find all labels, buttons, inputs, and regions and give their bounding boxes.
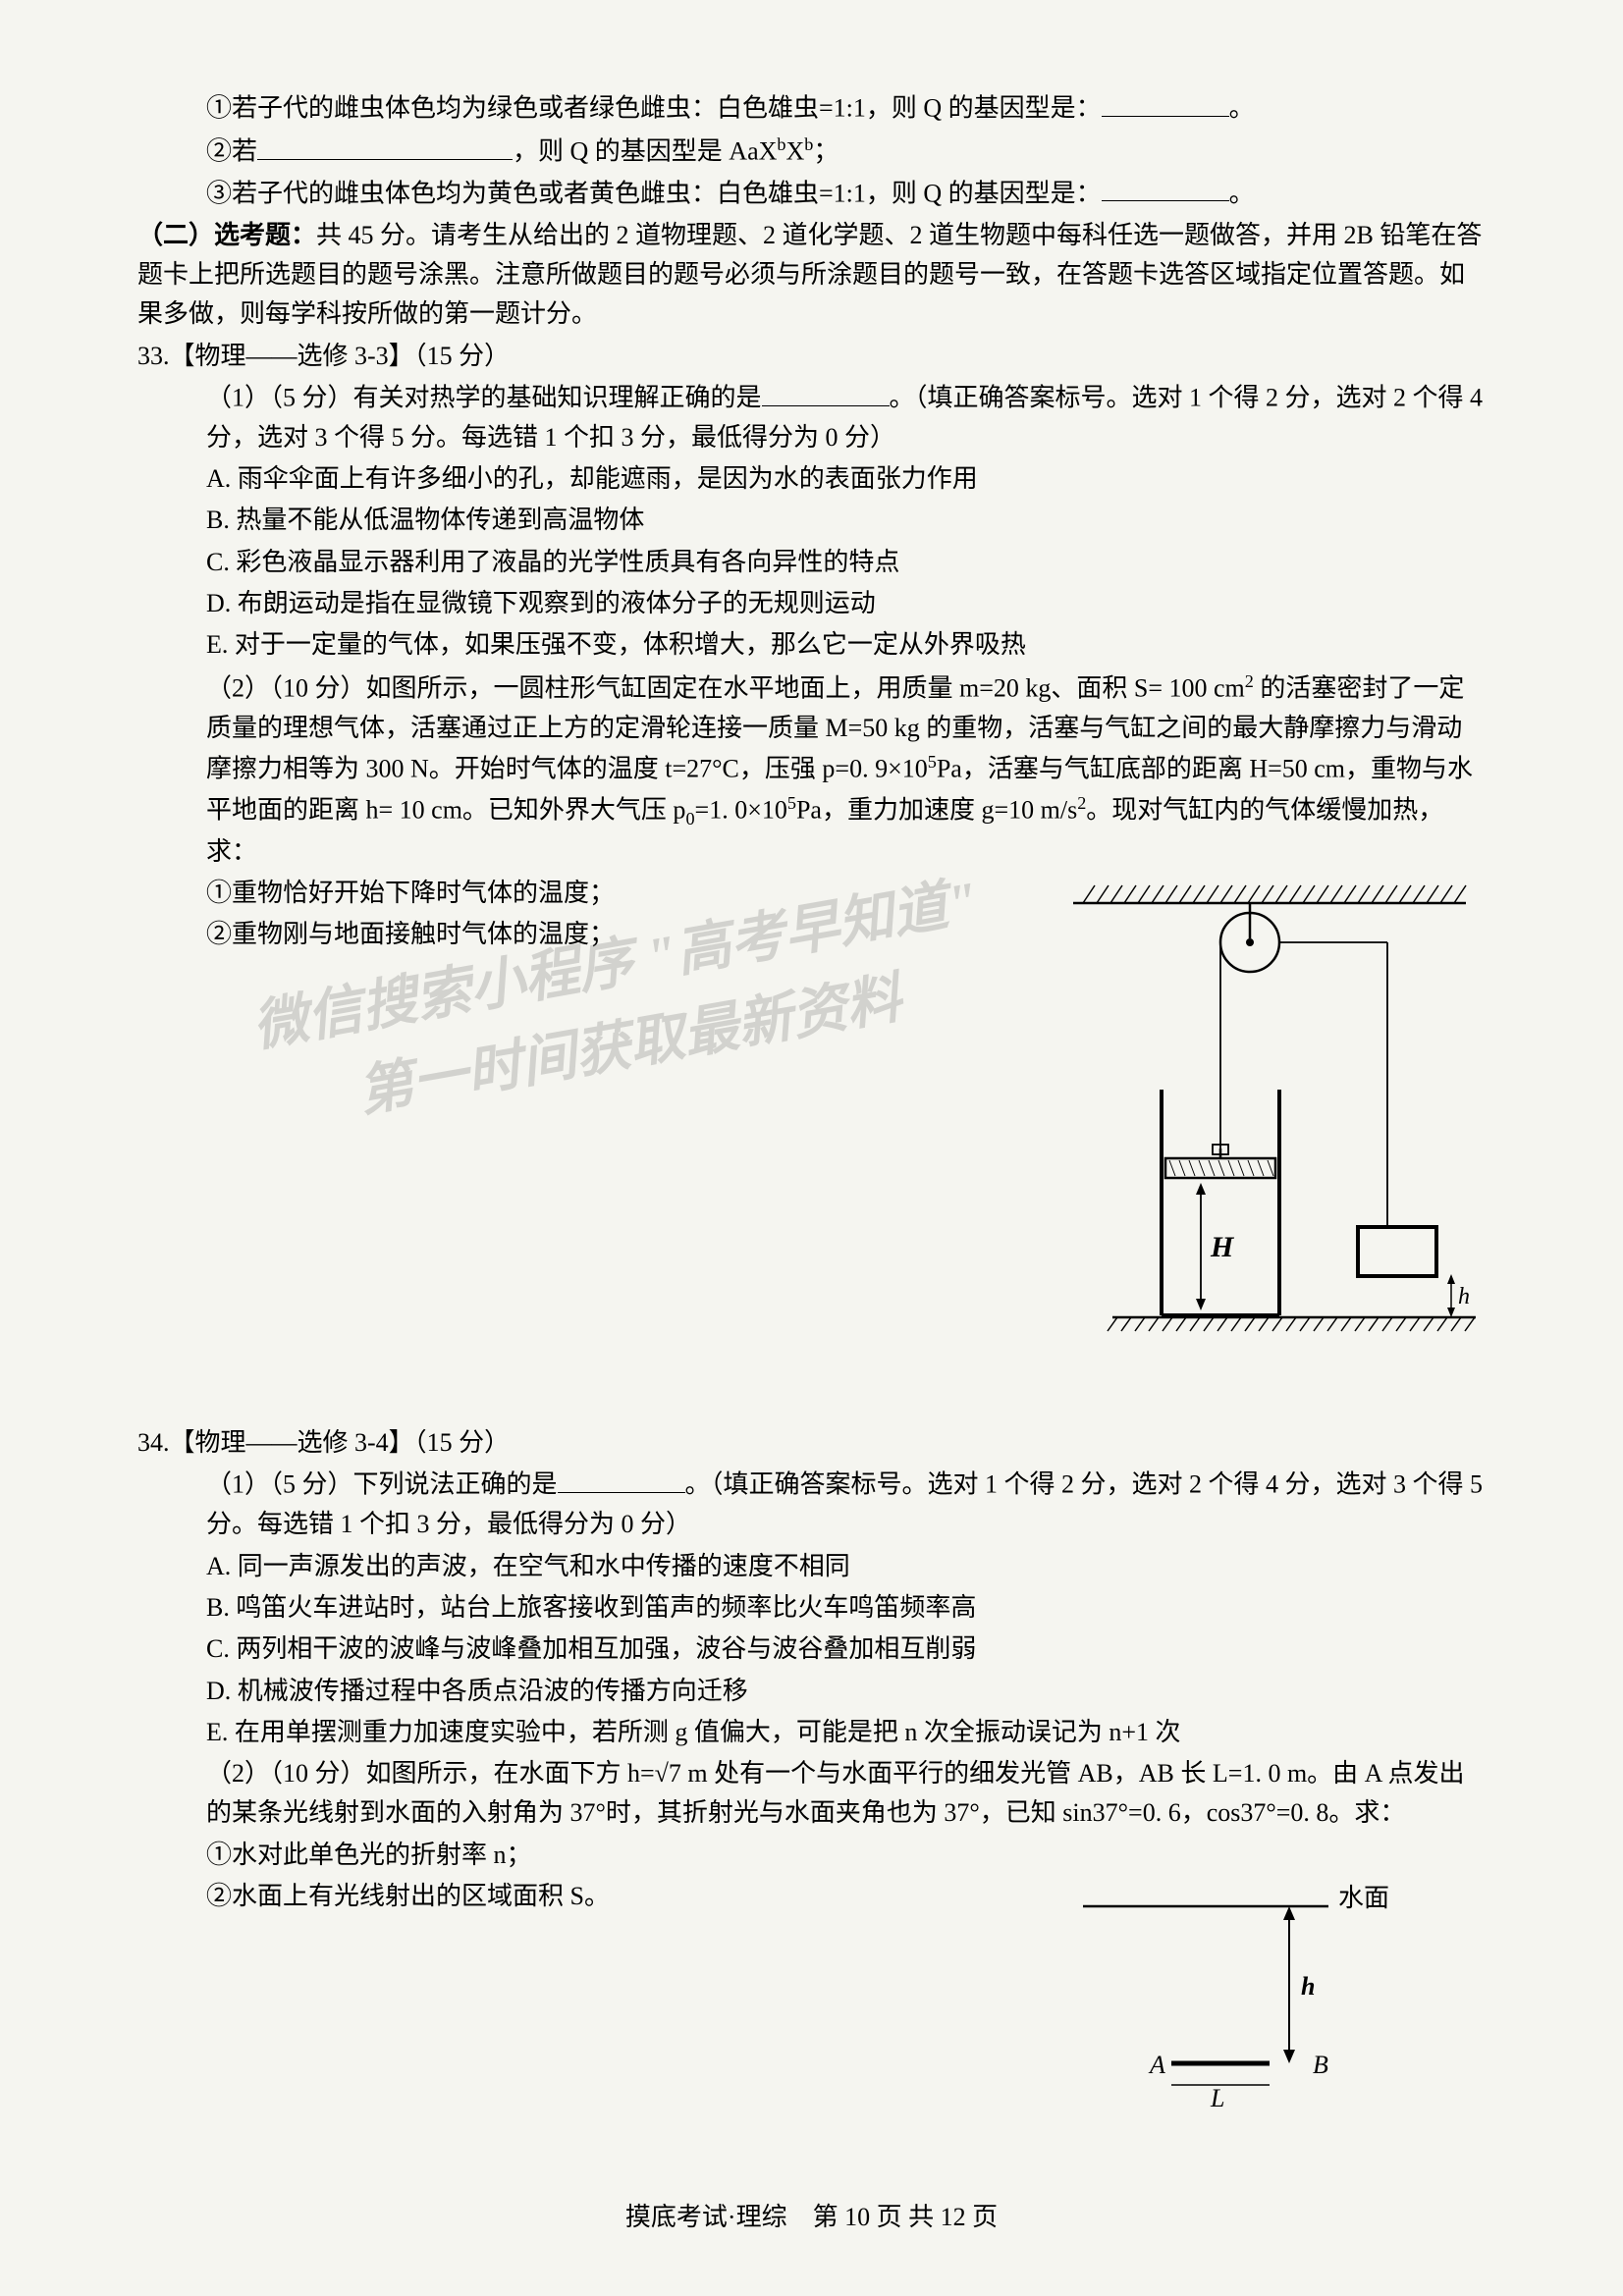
q34-p1: （1）（5 分）下列说法正确的是。（填正确答案标号。选对 1 个得 2 分，选对… <box>137 1465 1486 1544</box>
q34-C: C. 两列相干波的波峰与波峰叠加相互加强，波谷与波谷叠加相互削弱 <box>137 1629 1486 1669</box>
q34-diagram: 水面 h A B L <box>1073 1867 1407 2122</box>
q34-A: A. 同一声源发出的声波，在空气和水中传播的速度不相同 <box>137 1547 1486 1586</box>
q34-D: D. 机械波传播过程中各质点沿波的传播方向迁移 <box>137 1672 1486 1711</box>
q34-E: E. 在用单摆测重力加速度实验中，若所测 g 值偏大，可能是把 n 次全振动误记… <box>137 1713 1486 1752</box>
q33-p1a: （1）（5 分）有关对热学的基础知识理解正确的是 <box>206 384 762 412</box>
q34-p1a: （1）（5 分）下列说法正确的是 <box>206 1470 558 1499</box>
svg-text:L: L <box>1210 2084 1224 2112</box>
q34-num: 34. <box>137 1428 170 1457</box>
q33-sub2: ②重物刚与地面接触时气体的温度； <box>206 915 1034 954</box>
q34-blank-1 <box>558 1465 685 1493</box>
blank-2 <box>257 132 513 160</box>
q33-B: B. 热量不能从低温物体传递到高温物体 <box>137 501 1486 540</box>
q33-blank-1 <box>762 378 890 406</box>
q33-p2: （2）（10 分）如图所示，一圆柱形气缸固定在水平地面上，用质量 m=20 kg… <box>137 667 1486 873</box>
pre-line-2b: ，则 Q 的基因型是 AaX <box>513 137 777 166</box>
pre-line-2: ②若，则 Q 的基因型是 AaXbXb； <box>137 131 1486 172</box>
pre-line-1: ①若子代的雌虫体色均为绿色或者绿色雌虫：白色雄虫=1:1，则 Q 的基因型是：。 <box>137 88 1486 129</box>
q33-sub1: ①重物恰好开始下降时气体的温度； <box>206 874 1034 913</box>
q33-title: 【物理——选修 3-3】（15 分） <box>170 342 511 370</box>
svg-text:h: h <box>1301 1972 1315 2001</box>
q33-header: 33.【物理——选修 3-3】（15 分） <box>137 337 1486 376</box>
q33-p1: （1）（5 分）有关对热学的基础知识理解正确的是。（填正确答案标号。选对 1 个… <box>137 378 1486 457</box>
svg-text:B: B <box>1313 2051 1328 2079</box>
q33-D: D. 布朗运动是指在显微镜下观察到的液体分子的无规则运动 <box>137 584 1486 623</box>
svg-text:h: h <box>1458 1284 1470 1309</box>
q33-E: E. 对于一定量的气体，如果压强不变，体积增大，那么它一定从外界吸热 <box>137 625 1486 665</box>
q34-header: 34.【物理——选修 3-4】（15 分） <box>137 1423 1486 1463</box>
svg-text:A: A <box>1148 2051 1165 2079</box>
q33-A: A. 雨伞伞面上有许多细小的孔，却能遮雨，是因为水的表面张力作用 <box>137 459 1486 499</box>
q33-sup-5b: 5 <box>787 793 796 813</box>
section2-header: （二）选考题：共 45 分。请考生从给出的 2 道物理题、2 道化学题、2 道生… <box>137 216 1486 335</box>
pre-line-3a: ③若子代的雌虫体色均为黄色或者黄色雌虫：白色雄虫=1:1，则 Q 的基因型是： <box>206 179 1102 207</box>
svg-text:H: H <box>1210 1231 1235 1263</box>
q34-B: B. 鸣笛火车进站时，站台上旅客接收到笛声的频率比火车鸣笛频率高 <box>137 1588 1486 1628</box>
q34-title: 【物理——选修 3-4】（15 分） <box>170 1428 511 1457</box>
pre-line-2c: X <box>785 137 804 166</box>
q33-C: C. 彩色液晶显示器利用了液晶的光学性质具有各向异性的特点 <box>137 543 1486 582</box>
q34-p2: （2）（10 分）如图所示，在水面下方 h=√7 m 处有一个与水面平行的细发光… <box>137 1754 1486 1834</box>
blank-3 <box>1102 174 1229 202</box>
section2-label: （二）选考题： <box>137 221 316 249</box>
q33-sup-2: 2 <box>1245 671 1254 691</box>
q33-p2a: （2）（10 分）如图所示，一圆柱形气缸固定在水平地面上，用质量 m=20 kg… <box>206 673 1245 702</box>
q33-diagram: Hh <box>1054 874 1486 1345</box>
q33-sup-5a: 5 <box>928 752 937 772</box>
q33-sup-2b: 2 <box>1077 793 1086 813</box>
pre-line-2d: ； <box>813 137 839 166</box>
footer-text: 摸底考试·理综 第 10 页 共 12 页 <box>625 2203 998 2231</box>
pre-line-2a: ②若 <box>206 137 257 166</box>
page-footer: 摸底考试·理综 第 10 页 共 12 页 <box>0 2198 1623 2237</box>
q33-num: 33. <box>137 342 170 370</box>
pre-sup-b2: b <box>804 134 813 154</box>
section2-body: 共 45 分。请考生从给出的 2 道物理题、2 道化学题、2 道生物题中每科任选… <box>137 221 1482 329</box>
blank-1 <box>1102 88 1229 117</box>
q33-p2d: =1. 0×10 <box>695 795 787 824</box>
svg-text:水面: 水面 <box>1338 1884 1389 1912</box>
q33-sub-0: 0 <box>685 809 694 828</box>
pre-line-1-text: ①若子代的雌虫体色均为绿色或者绿色雌虫：白色雄虫=1:1，则 Q 的基因型是： <box>206 94 1102 123</box>
q33-p2e: Pa，重力加速度 g=10 m/s <box>796 795 1077 824</box>
pre-line-3: ③若子代的雌虫体色均为黄色或者黄色雌虫：白色雄虫=1:1，则 Q 的基因型是：。 <box>137 174 1486 214</box>
